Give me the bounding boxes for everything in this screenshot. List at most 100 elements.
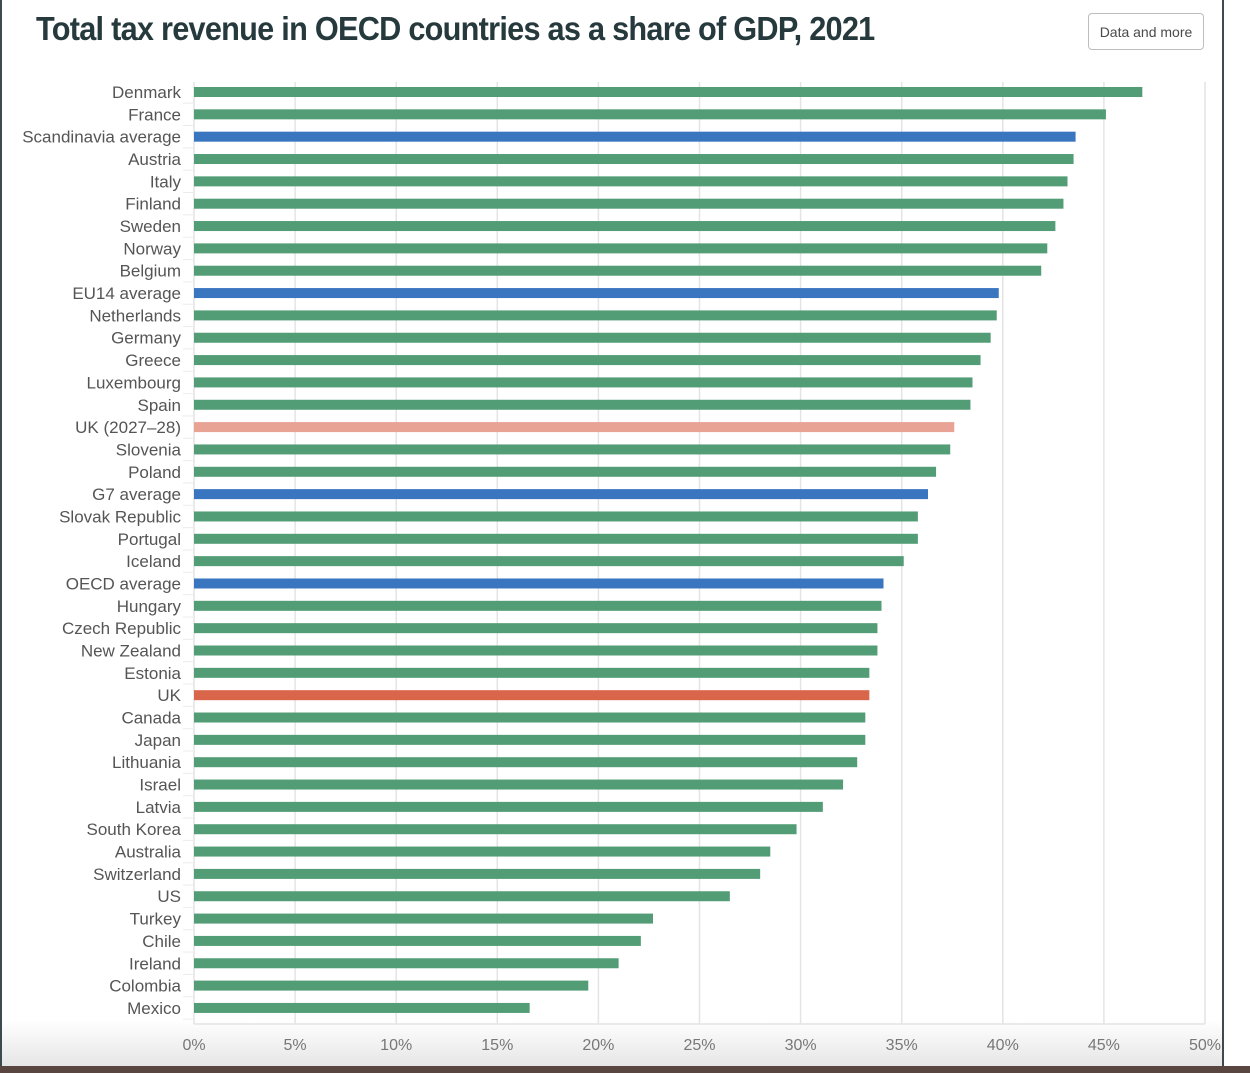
category-label: Israel — [139, 776, 181, 795]
x-axis-ticks: 0% 5% 10% 15% 20% 25% 30% 35% 40% 45% 50% — [182, 1037, 1221, 1054]
bar-finland[interactable] — [194, 198, 1064, 209]
category-label: Hungary — [117, 597, 182, 616]
bar-germany[interactable] — [194, 332, 991, 343]
bar-slovak-republic[interactable] — [194, 511, 918, 522]
bar-italy[interactable] — [194, 176, 1068, 187]
x-tick-label: 20% — [582, 1037, 614, 1054]
category-label: Switzerland — [93, 865, 181, 884]
bar-iceland[interactable] — [194, 556, 904, 567]
bar-chile[interactable] — [194, 935, 641, 946]
bar-denmark[interactable] — [194, 87, 1143, 97]
bar-greece[interactable] — [194, 355, 981, 366]
bar-switzerland[interactable] — [194, 868, 761, 879]
bar-canada[interactable] — [194, 712, 866, 723]
category-label: Norway — [123, 239, 181, 258]
category-label: OECD average — [66, 574, 181, 593]
x-tick-label: 30% — [785, 1037, 817, 1054]
bar-australia[interactable] — [194, 846, 771, 857]
x-tick-label: 40% — [987, 1037, 1019, 1054]
x-tick-label: 35% — [886, 1037, 918, 1054]
category-label: Turkey — [130, 910, 182, 929]
bar-czech-republic[interactable] — [194, 623, 878, 634]
bottom-fade — [2, 1020, 1222, 1066]
bar-sweden[interactable] — [194, 221, 1056, 232]
category-label: Mexico — [127, 999, 181, 1018]
bar-belgium[interactable] — [194, 265, 1042, 276]
bar-lithuania[interactable] — [194, 757, 858, 768]
bar-oecd-average[interactable] — [194, 578, 884, 589]
category-label: Estonia — [124, 664, 181, 683]
bar-uk-2027-28[interactable] — [194, 422, 955, 433]
category-label: Netherlands — [89, 306, 181, 325]
category-label: Latvia — [136, 798, 182, 817]
page-gutter — [1224, 0, 1250, 1066]
category-label: Lithuania — [112, 753, 182, 772]
bar-mexico[interactable] — [194, 1002, 530, 1013]
category-label: US — [157, 887, 181, 906]
bar-g7-average[interactable] — [194, 489, 928, 500]
x-tick-label: 25% — [683, 1037, 715, 1054]
category-label: Colombia — [109, 977, 181, 996]
category-label: UK (2027–28) — [75, 418, 181, 437]
bar-us[interactable] — [194, 891, 730, 902]
bars — [194, 87, 1143, 1013]
bar-colombia[interactable] — [194, 980, 589, 991]
bar-poland[interactable] — [194, 466, 937, 477]
x-tick-label: 10% — [380, 1037, 412, 1054]
bar-spain[interactable] — [194, 399, 971, 410]
category-label: New Zealand — [81, 642, 181, 661]
category-label: G7 average — [92, 485, 181, 504]
x-tick-label: 0% — [182, 1037, 205, 1054]
category-label: Austria — [128, 150, 181, 169]
category-label: South Korea — [86, 820, 181, 839]
category-label: Slovak Republic — [59, 507, 181, 526]
bar-turkey[interactable] — [194, 913, 653, 924]
gridlines — [193, 82, 1206, 1025]
bar-ireland[interactable] — [194, 958, 619, 969]
window-border-left — [0, 0, 2, 1066]
bar-norway[interactable] — [194, 243, 1048, 254]
bar-austria[interactable] — [194, 154, 1074, 165]
category-label: Portugal — [118, 530, 181, 549]
category-label: UK — [157, 686, 181, 705]
bar-south-korea[interactable] — [194, 824, 797, 835]
category-label: Canada — [121, 709, 181, 728]
bar-latvia[interactable] — [194, 801, 823, 812]
bar-luxembourg[interactable] — [194, 377, 973, 388]
bar-japan[interactable] — [194, 734, 866, 745]
bar-netherlands[interactable] — [194, 310, 997, 321]
chart-title: Total tax revenue in OECD countries as a… — [36, 10, 875, 47]
category-label: Ireland — [129, 954, 181, 973]
category-label: Finland — [125, 195, 181, 214]
category-label: Iceland — [126, 552, 181, 571]
data-and-more-button[interactable]: Data and more — [1088, 13, 1204, 50]
window-border-right — [1222, 0, 1224, 1066]
bar-israel[interactable] — [194, 779, 844, 790]
bar-eu14-average[interactable] — [194, 288, 999, 299]
bar-scandinavia-average[interactable] — [194, 131, 1076, 142]
category-label: Luxembourg — [86, 373, 181, 392]
category-label: EU14 average — [72, 284, 181, 303]
category-label: France — [128, 105, 181, 124]
category-label: Italy — [150, 172, 182, 191]
category-label: Chile — [142, 932, 181, 951]
category-label: Australia — [115, 843, 182, 862]
desktop-strip — [0, 1066, 1250, 1073]
bar-estonia[interactable] — [194, 667, 870, 678]
bar-new-zealand[interactable] — [194, 645, 878, 656]
x-tick-label: 15% — [481, 1037, 513, 1054]
x-tick-label: 50% — [1189, 1037, 1221, 1054]
category-labels: Denmark France Scandinavia average Austria I… — [22, 83, 193, 1020]
bar-uk[interactable] — [194, 690, 870, 701]
bar-slovenia[interactable] — [194, 444, 951, 455]
bar-france[interactable] — [194, 109, 1106, 120]
category-label: Spain — [138, 396, 181, 415]
category-label: Scandinavia average — [22, 128, 181, 147]
category-label: Belgium — [120, 262, 181, 281]
category-label: Slovenia — [116, 440, 182, 459]
bar-hungary[interactable] — [194, 600, 882, 611]
category-label: Sweden — [120, 217, 181, 236]
bar-portugal[interactable] — [194, 533, 918, 544]
category-label: Poland — [128, 463, 181, 482]
